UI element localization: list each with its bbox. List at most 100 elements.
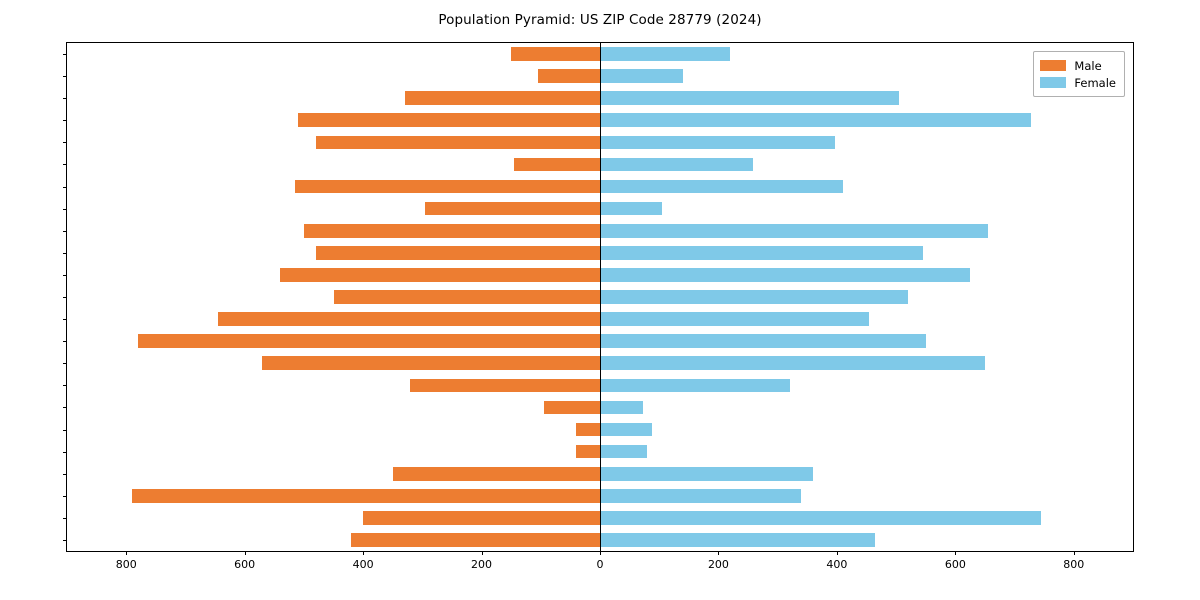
bar-male	[315, 135, 600, 150]
pyramid-row	[67, 290, 1133, 304]
x-tick-mark	[1073, 551, 1075, 555]
x-tick-mark	[244, 551, 246, 555]
x-tick-label: 600	[234, 558, 256, 571]
x-tick-mark	[836, 551, 838, 555]
x-tick-label: 400	[352, 558, 374, 571]
legend-item[interactable]: Male	[1040, 57, 1116, 74]
bar-male	[511, 47, 600, 61]
bar-female	[600, 511, 1042, 525]
y-tick-mark	[63, 297, 67, 298]
bar-male	[363, 511, 600, 525]
bar-female	[600, 201, 663, 216]
pyramid-row	[67, 69, 1133, 83]
bar-male	[297, 113, 600, 128]
y-tick-mark	[63, 319, 67, 321]
pyramid-row	[67, 533, 1133, 547]
bar-male	[404, 91, 600, 106]
bar-male	[280, 268, 600, 282]
x-tick-label: 0	[596, 558, 604, 571]
bar-male	[138, 334, 600, 348]
chart-title: Population Pyramid: US ZIP Code 28779 (2…	[438, 12, 762, 28]
y-tick-mark	[63, 54, 67, 56]
pyramid-row	[67, 422, 1133, 437]
pyramid-row	[67, 268, 1133, 282]
pyramid-row	[67, 334, 1133, 348]
y-tick-mark	[63, 164, 67, 166]
y-tick-mark	[63, 363, 67, 365]
y-tick-mark	[63, 495, 67, 497]
legend-label: Female	[1074, 75, 1116, 90]
bar-female	[600, 312, 870, 326]
pyramid-row	[67, 113, 1133, 128]
legend-swatch-icon	[1040, 77, 1067, 88]
x-tick-mark	[718, 551, 720, 555]
x-tick-label: 200	[471, 558, 493, 571]
x-tick-mark	[126, 551, 128, 555]
pyramid-row	[67, 466, 1133, 481]
y-tick-mark	[63, 517, 67, 519]
bar-male	[315, 245, 600, 260]
bar-male	[576, 422, 600, 437]
bar-female	[600, 245, 923, 260]
y-tick-mark	[63, 142, 67, 144]
plot-area: Under 55-910-1415-1718-19202122-2425-293…	[63, 42, 1134, 571]
bar-female	[600, 113, 1032, 128]
zero-axis-line	[600, 43, 601, 551]
pyramid-row	[67, 179, 1133, 194]
bar-female	[600, 378, 790, 393]
y-tick-mark	[63, 341, 67, 343]
bar-male	[333, 290, 600, 304]
bar-female	[600, 179, 843, 194]
bar-female	[600, 422, 653, 437]
pyramid-row	[67, 378, 1133, 393]
pyramid-row	[67, 444, 1133, 459]
y-tick-mark	[63, 429, 67, 431]
bar-male	[514, 157, 600, 172]
x-tick-label: 200	[707, 558, 729, 571]
bar-female	[600, 91, 900, 106]
x-tick-mark	[363, 551, 365, 555]
pyramid-row	[67, 157, 1133, 172]
bar-male	[543, 400, 600, 415]
bar-female	[600, 533, 876, 547]
pyramid-row	[67, 356, 1133, 371]
bar-male	[425, 201, 600, 216]
y-tick-mark	[63, 385, 67, 387]
bar-female	[600, 290, 908, 304]
bar-female	[600, 466, 814, 481]
bar-male	[303, 223, 600, 238]
bar-female	[600, 488, 802, 503]
legend-label: Male	[1074, 58, 1102, 73]
pyramid-row	[67, 511, 1133, 525]
y-tick-mark	[63, 252, 67, 254]
pyramid-row	[67, 47, 1133, 61]
pyramid-row	[67, 245, 1133, 260]
y-tick-mark	[63, 120, 67, 122]
bar-male	[392, 466, 600, 481]
bar-male	[218, 312, 600, 326]
bar-male	[295, 179, 600, 194]
legend-item[interactable]: Female	[1040, 74, 1116, 91]
y-tick-mark	[63, 407, 67, 409]
y-tick-mark	[63, 208, 67, 210]
bar-male	[351, 533, 600, 547]
pyramid-row	[67, 135, 1133, 150]
pyramid-row	[67, 91, 1133, 106]
pyramid-row	[67, 488, 1133, 503]
x-tick-label: 400	[826, 558, 848, 571]
bar-female	[600, 268, 971, 282]
bar-female	[600, 47, 731, 61]
chart-legend[interactable]: Male Female	[1033, 51, 1125, 97]
x-tick-mark	[600, 551, 601, 555]
bar-female	[600, 356, 985, 371]
plot-inner: Under 55-910-1415-1718-19202122-2425-293…	[63, 43, 1133, 571]
bar-female	[600, 157, 753, 172]
pyramid-row	[67, 312, 1133, 326]
y-tick-mark	[63, 230, 67, 232]
bar-female	[600, 400, 644, 415]
bar-female	[600, 69, 683, 83]
x-tick-mark	[955, 551, 957, 555]
bar-male	[537, 69, 600, 83]
y-tick-mark	[63, 186, 67, 188]
